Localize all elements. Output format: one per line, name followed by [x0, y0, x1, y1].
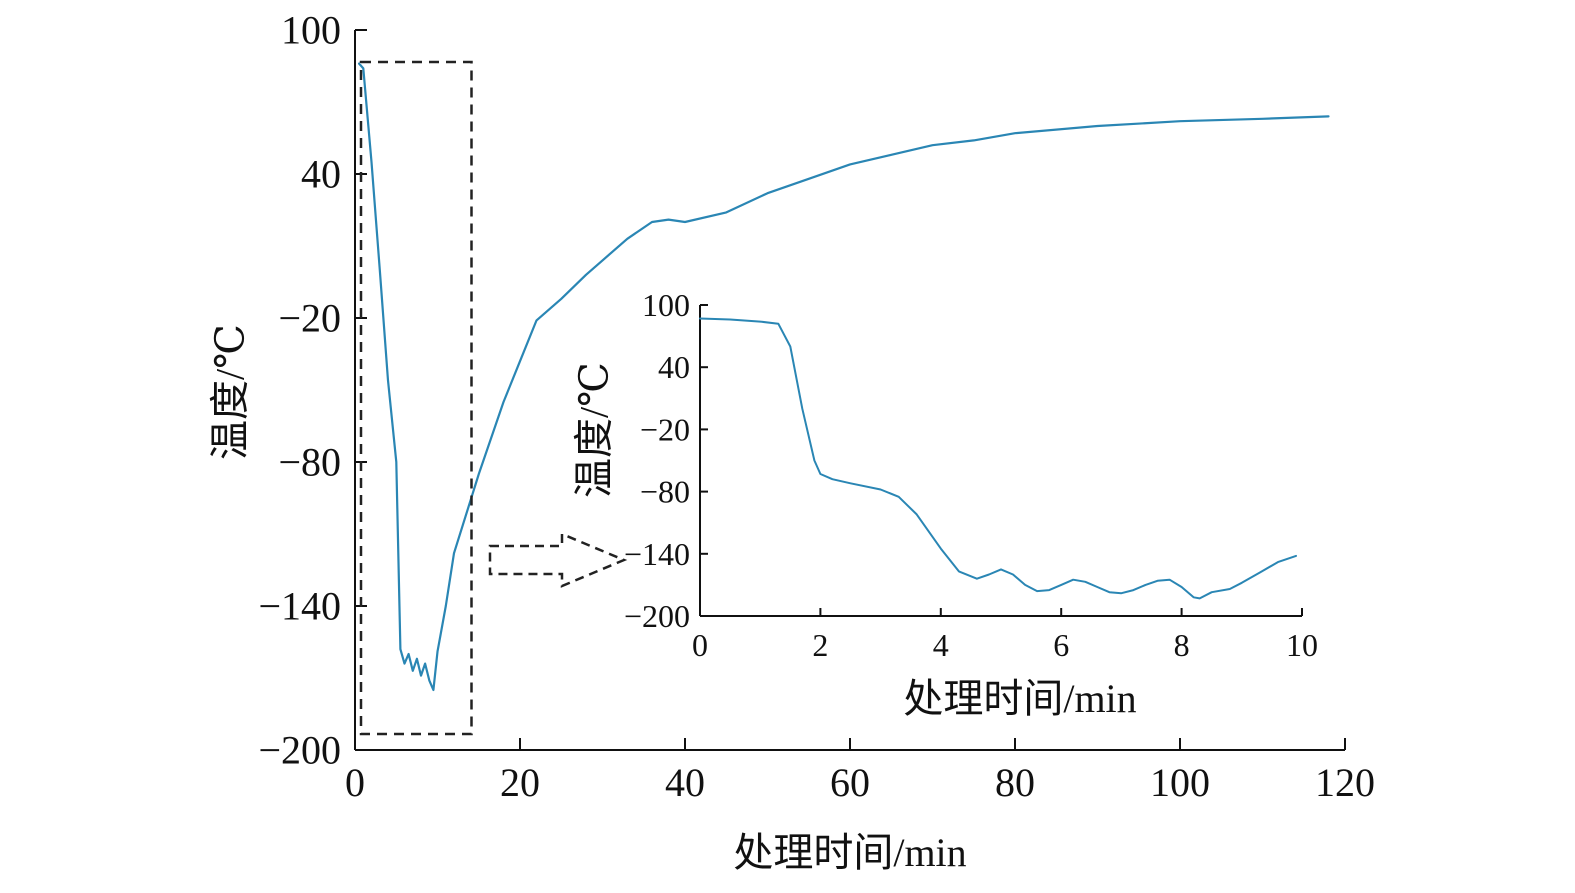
- main-y-tick-label: −200: [258, 728, 341, 773]
- zoom-highlight-box: [359, 60, 473, 736]
- main-y-tick-label: −140: [258, 584, 341, 629]
- inset-x-axis-label: 处理时间/min: [903, 676, 1136, 721]
- main-y-tick-label: 100: [281, 8, 341, 53]
- inset-y-tick-label: −200: [624, 598, 690, 634]
- inset-y-tick-label: −140: [624, 536, 690, 572]
- main-series-line: [358, 62, 1330, 692]
- main-x-tick-label: 0: [345, 760, 365, 805]
- main-y-axis-label: 温度/℃: [208, 324, 253, 460]
- main-y-tick-label: −20: [278, 296, 341, 341]
- main-x-tick-label: 20: [500, 760, 540, 805]
- inset-background: [698, 301, 1306, 620]
- inset-x-tick-label: 10: [1286, 627, 1318, 663]
- inset-x-tick-label: 6: [1053, 627, 1069, 663]
- inset-x-tick-label: 4: [933, 627, 949, 663]
- main-x-tick-label: 40: [665, 760, 705, 805]
- main-x-tick-label: 80: [995, 760, 1035, 805]
- inset-y-tick-label: −20: [640, 411, 690, 447]
- inset-y-tick-label: −80: [640, 474, 690, 510]
- main-x-tick-label: 100: [1150, 760, 1210, 805]
- main-x-tick-label: 60: [830, 760, 870, 805]
- inset-x-tick-label: 8: [1174, 627, 1190, 663]
- inset-y-tick-label: 40: [658, 349, 690, 385]
- zoom-arrow: [488, 532, 628, 588]
- main-x-axis-label: 处理时间/min: [733, 830, 966, 875]
- inset-series-line: [699, 317, 1297, 600]
- main-x-tick-label: 120: [1315, 760, 1375, 805]
- inset-x-tick-label: 2: [812, 627, 828, 663]
- inset-y-axis-label: 温度/℃: [572, 362, 617, 498]
- inset-y-tick-label: 100: [642, 287, 690, 323]
- main-y-tick-label: 40: [301, 152, 341, 197]
- main-y-tick-label: −80: [278, 440, 341, 485]
- inset-x-tick-label: 0: [692, 627, 708, 663]
